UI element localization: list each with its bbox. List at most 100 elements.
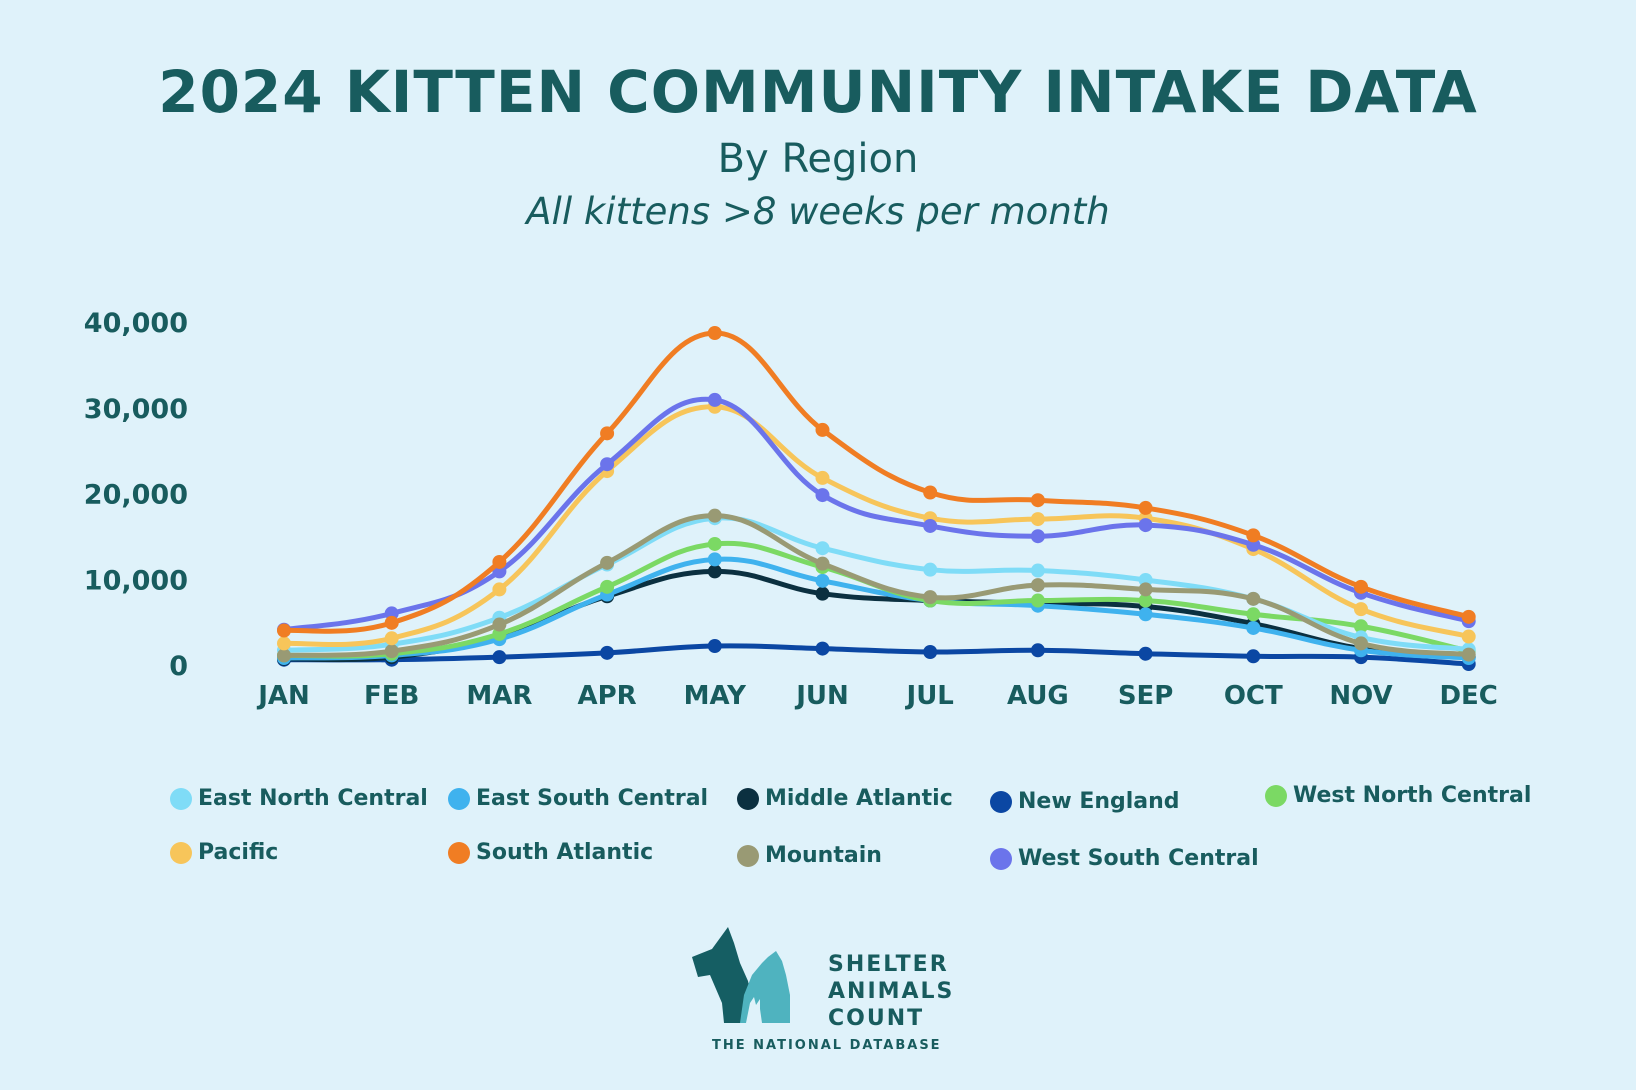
data-point-west-north-central (1246, 607, 1261, 622)
data-point-mountain (277, 648, 291, 663)
data-point-mountain (1354, 636, 1368, 651)
data-point-west-south-central (1030, 529, 1045, 544)
y-tick-label: 30,000 (84, 394, 188, 425)
data-point-pacific (1030, 512, 1045, 527)
x-tick-label: JUL (905, 681, 954, 711)
data-point-east-north-central (815, 541, 830, 556)
legend-swatch (990, 847, 1012, 870)
chart-title: 2024 KITTEN COMMUNITY INTAKE DATA (158, 58, 1478, 126)
data-point-pacific (384, 631, 399, 646)
data-point-pacific (815, 470, 830, 485)
chart-subtitle: By Region (717, 136, 919, 182)
data-point-mountain (923, 590, 938, 605)
legend-item-new-england: New England (990, 789, 1180, 814)
data-point-mountain (1138, 582, 1153, 597)
y-tick-label: 20,000 (84, 480, 188, 511)
data-point-east-north-central (1030, 563, 1045, 578)
x-tick-label: AUG (1007, 681, 1069, 711)
data-point-mountain (600, 555, 615, 570)
data-point-west-south-central (707, 392, 722, 407)
data-point-new-england (1030, 643, 1045, 658)
shelter-animals-count-logo: SHELTER ANIMALS COUNT THE NATIONAL DATAB… (690, 925, 952, 1055)
data-point-mountain (1246, 591, 1261, 606)
x-tick-label: DEC (1439, 681, 1497, 711)
legend-item-west-north-central: West North Central (1265, 783, 1531, 808)
data-point-new-england (815, 641, 830, 656)
y-tick-label: 10,000 (84, 565, 188, 596)
logo-line-3: COUNT (828, 1006, 925, 1031)
data-point-west-south-central (1138, 518, 1153, 533)
data-point-south-atlantic (600, 426, 615, 441)
x-tick-label: JAN (256, 681, 310, 711)
data-point-south-atlantic (384, 615, 399, 630)
data-point-pacific (492, 582, 507, 597)
x-tick-label: FEB (364, 681, 419, 711)
data-point-west-north-central (707, 536, 722, 551)
data-point-east-north-central (923, 562, 938, 577)
data-point-west-south-central (815, 488, 830, 503)
data-point-pacific (1354, 602, 1368, 617)
data-point-west-north-central (1354, 619, 1368, 634)
legend-label: New England (1018, 789, 1180, 814)
legend-label: West South Central (1018, 846, 1259, 871)
legend-swatch (448, 787, 470, 810)
y-tick-label: 40,000 (84, 308, 188, 339)
x-tick-label: OCT (1224, 681, 1283, 711)
legend-item-middle-atlantic: Middle Atlantic (737, 786, 953, 811)
x-tick-label: MAR (466, 681, 532, 711)
legend-item-east-north-central: East North Central (170, 786, 428, 811)
x-tick-label: JUN (794, 681, 849, 711)
data-point-new-england (923, 644, 938, 659)
series-line-west-south-central (281, 396, 1472, 633)
data-point-new-england (1246, 649, 1261, 664)
data-point-middle-atlantic (815, 586, 830, 601)
x-tick-label: NOV (1329, 681, 1392, 711)
legend-label: Pacific (198, 840, 279, 865)
data-point-new-england (600, 645, 615, 660)
data-point-south-atlantic (1354, 579, 1368, 594)
x-tick-label: MAY (684, 681, 748, 711)
data-point-west-north-central (1030, 593, 1045, 608)
legend-swatch (990, 790, 1012, 813)
data-point-south-atlantic (492, 554, 507, 569)
legend-swatch (737, 787, 759, 810)
logo-line-2: ANIMALS (828, 979, 955, 1004)
data-point-middle-atlantic (707, 564, 722, 579)
legend-item-pacific: Pacific (170, 840, 278, 865)
data-point-new-england (707, 638, 722, 653)
logo-line-1: SHELTER (828, 952, 949, 977)
logo-tagline: THE NATIONAL DATABASE (712, 1038, 942, 1053)
legend-item-mountain: Mountain (737, 843, 882, 868)
data-point-pacific (1461, 629, 1476, 644)
legend-label: East South Central (476, 786, 709, 811)
data-point-east-south-central (1138, 607, 1153, 622)
data-point-pacific (277, 636, 291, 651)
legend-label: Middle Atlantic (765, 786, 953, 811)
legend-item-west-south-central: West South Central (990, 846, 1259, 871)
data-point-east-south-central (707, 552, 722, 567)
x-tick-label: APR (577, 681, 636, 711)
data-point-south-atlantic (815, 422, 830, 437)
y-tick-label: 0 (169, 651, 188, 682)
legend-label: South Atlantic (476, 840, 654, 865)
legend-swatch (170, 841, 192, 864)
dog-cat-logo-icon (692, 927, 790, 1023)
data-point-south-atlantic (1461, 609, 1476, 624)
data-point-mountain (1030, 578, 1045, 593)
data-point-mountain (707, 508, 722, 523)
legend-label: East North Central (198, 786, 428, 811)
legend-item-east-south-central: East South Central (448, 786, 708, 811)
x-tick-label: SEP (1118, 681, 1174, 711)
legend-swatch (170, 787, 192, 810)
line-chart: 0 10,000 20,000 30,000 40,000 JAN FEB MAR APR MAY… (84, 308, 1498, 711)
legend-label: West North Central (1293, 783, 1532, 808)
data-point-mountain (492, 617, 507, 632)
data-point-west-south-central (600, 457, 615, 472)
logo-wordmark: SHELTER ANIMALS COUNT (828, 951, 954, 1032)
series-line-east-south-central (281, 556, 1472, 661)
data-point-south-atlantic (1138, 500, 1153, 515)
legend-label: Mountain (765, 843, 882, 868)
data-point-west-north-central (600, 579, 615, 594)
data-point-south-atlantic (1246, 528, 1261, 543)
series-line-new-england (281, 643, 1472, 667)
